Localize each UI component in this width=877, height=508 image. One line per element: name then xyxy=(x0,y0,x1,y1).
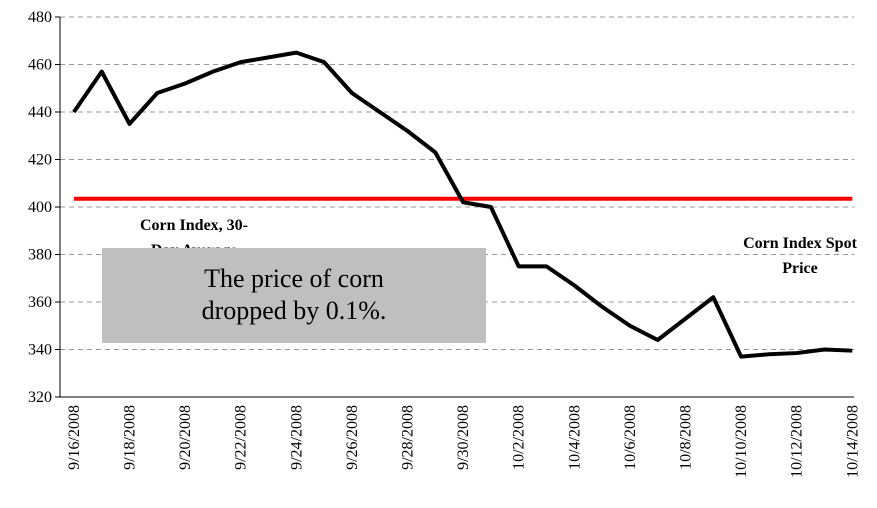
annotation-line: The price of corn xyxy=(204,264,384,293)
label-line: Corn Index Spot xyxy=(743,235,857,252)
series-label: Corn Index Spot Price xyxy=(743,235,857,277)
x-tick-label: 9/28/2008 xyxy=(400,405,417,470)
x-tick-label: 9/16/2008 xyxy=(66,405,83,470)
y-tick-label: 320 xyxy=(28,389,52,406)
y-tick-label: 400 xyxy=(28,199,52,216)
x-tick-label: 10/14/2008 xyxy=(844,405,861,478)
x-tick-label: 9/22/2008 xyxy=(233,405,250,470)
series-line xyxy=(72,50,853,359)
x-tick-label: 10/10/2008 xyxy=(733,405,750,478)
label-line: Corn Index, 30- xyxy=(140,217,248,234)
y-tick-label: 480 xyxy=(28,9,52,26)
y-tick-label: 460 xyxy=(28,57,52,74)
annotation-line: dropped by 0.1%. xyxy=(202,296,387,325)
x-tick-label: 10/4/2008 xyxy=(566,405,583,470)
y-tick-label: 360 xyxy=(28,294,52,311)
x-tick-label: 10/2/2008 xyxy=(511,405,528,470)
x-tick-label: 9/18/2008 xyxy=(122,405,139,470)
x-tick-label: 9/24/2008 xyxy=(288,405,305,470)
annotation: The price of corn dropped by 0.1%. xyxy=(202,264,387,325)
y-tick-label: 340 xyxy=(28,342,52,359)
x-tick-label: 10/12/2008 xyxy=(789,405,806,478)
x-tick-label: 9/30/2008 xyxy=(455,405,472,470)
x-tick-label: 10/8/2008 xyxy=(678,405,695,470)
x-tick-label: 9/20/2008 xyxy=(177,405,194,470)
x-tick-label: 9/26/2008 xyxy=(344,405,361,470)
label-line: Price xyxy=(782,260,818,277)
x-tick-label: 10/6/2008 xyxy=(622,405,639,470)
y-tick-label: 420 xyxy=(28,152,52,169)
annotation-box xyxy=(102,248,486,343)
y-tick-label: 440 xyxy=(28,104,52,121)
y-tick-label: 380 xyxy=(28,247,52,264)
